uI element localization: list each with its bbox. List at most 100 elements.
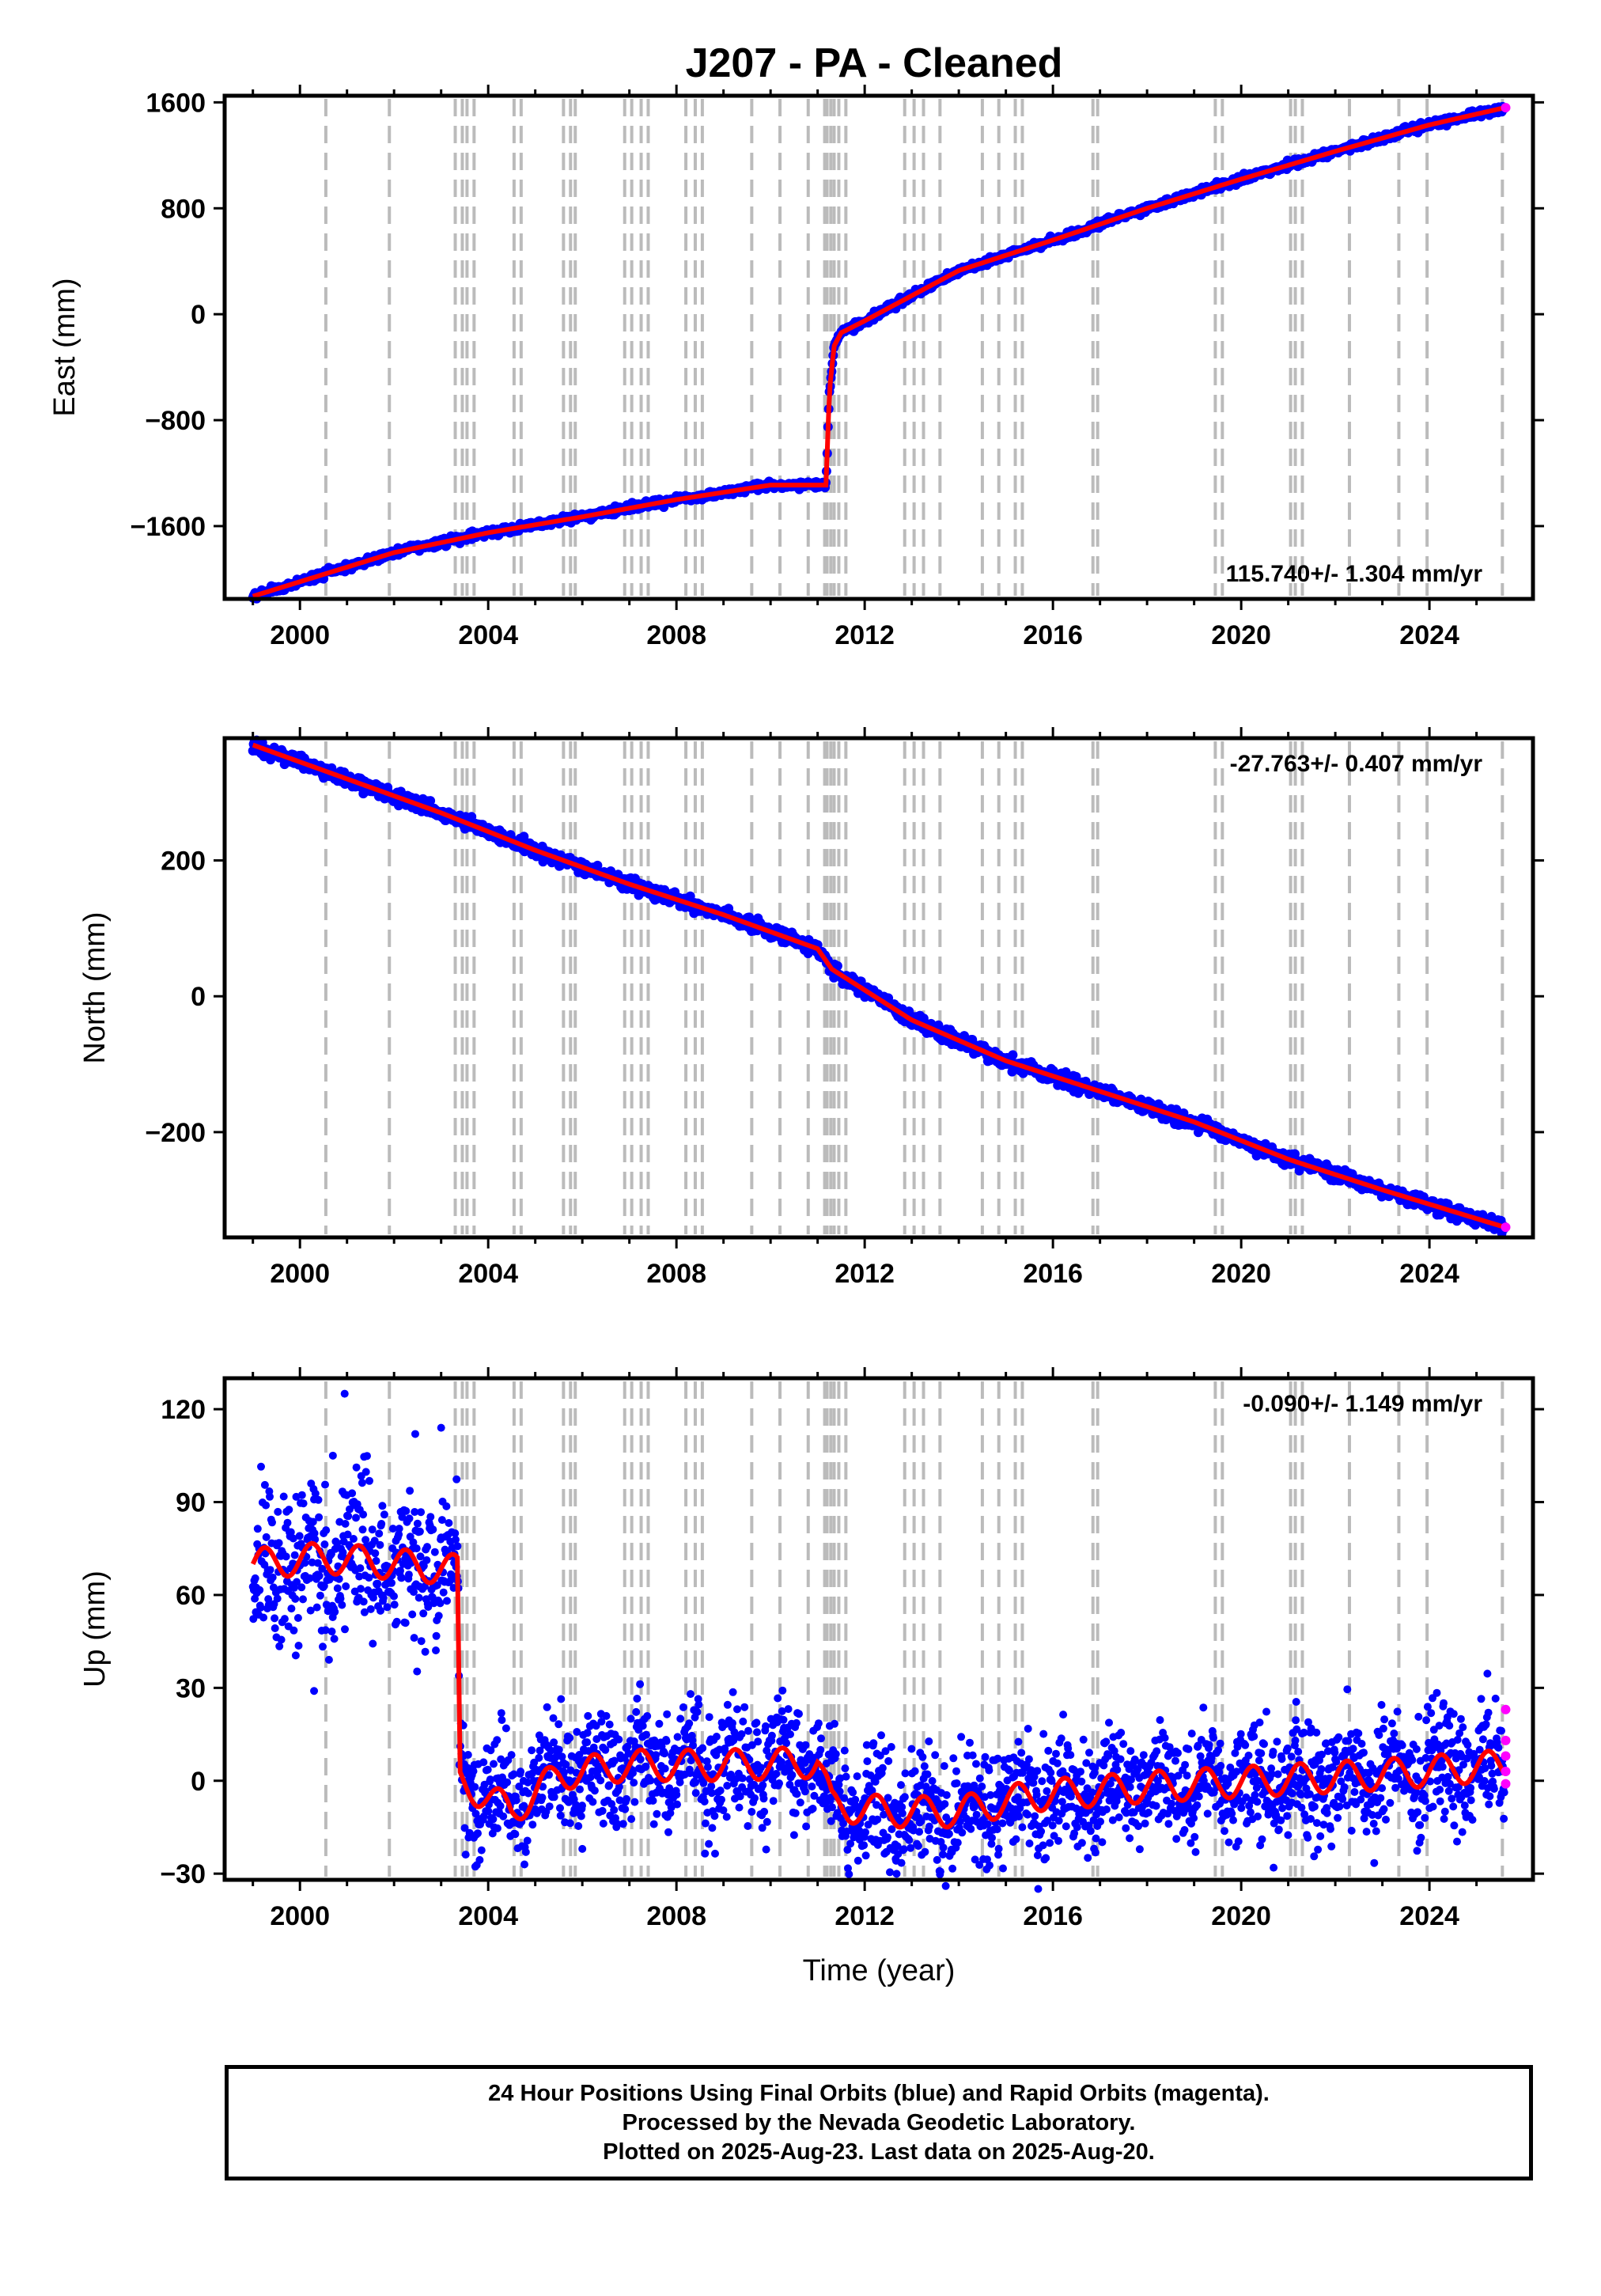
up-data-point xyxy=(652,1751,660,1760)
up-data-point xyxy=(577,1812,585,1821)
north-x-tick-label: 2024 xyxy=(1399,1259,1459,1289)
up-data-point xyxy=(623,1794,630,1803)
east-x-tick-label: 2004 xyxy=(458,620,518,650)
up-data-point xyxy=(429,1525,437,1534)
east-x-tick-label: 2016 xyxy=(1023,620,1083,650)
up-data-point xyxy=(578,1802,586,1810)
up-data-point xyxy=(511,1830,520,1839)
up-data-point xyxy=(253,1525,262,1533)
up-data-point xyxy=(452,1475,461,1483)
up-data-point xyxy=(538,1794,547,1802)
up-data-point xyxy=(439,1588,448,1597)
north-x-tick-label: 2004 xyxy=(458,1259,518,1289)
up-data-point xyxy=(410,1634,418,1642)
up-data-point xyxy=(474,1829,482,1838)
up-data-point xyxy=(703,1763,712,1771)
up-data-point xyxy=(762,1722,770,1730)
up-data-point xyxy=(695,1700,703,1709)
up-data-point xyxy=(672,1790,681,1799)
up-data-point xyxy=(352,1463,361,1472)
up-data-point xyxy=(338,1601,346,1609)
up-data-point xyxy=(405,1514,414,1523)
up-final-orbit-points xyxy=(248,1389,1508,1893)
east-model-line xyxy=(252,105,1505,599)
up-data-point xyxy=(642,1730,650,1739)
up-data-point xyxy=(442,1502,451,1510)
up-data-point xyxy=(662,1737,671,1745)
up-data-point xyxy=(853,1856,862,1865)
up-data-point xyxy=(490,1760,498,1768)
up-data-point xyxy=(763,1817,771,1826)
up-data-point xyxy=(707,1782,716,1790)
up-data-point xyxy=(359,1510,368,1519)
up-data-point xyxy=(808,1805,817,1813)
up-data-point xyxy=(744,1726,752,1735)
up-data-point xyxy=(545,1802,554,1811)
up-data-point xyxy=(432,1646,440,1654)
up-data-point xyxy=(566,1733,574,1742)
up-data-point xyxy=(341,1520,350,1528)
east-plot-frame xyxy=(222,93,1535,601)
north-x-tick-label: 2000 xyxy=(270,1259,330,1289)
up-data-point xyxy=(497,1709,505,1718)
up-data-point xyxy=(598,1806,607,1815)
up-data-point xyxy=(489,1815,498,1824)
up-data-point xyxy=(453,1542,462,1551)
up-data-point xyxy=(528,1746,536,1755)
up-data-point xyxy=(840,1746,849,1755)
up-data-point xyxy=(274,1507,282,1516)
up-data-point xyxy=(576,1785,584,1794)
east-rate-label: 115.740+/- 1.304 mm/yr xyxy=(1226,561,1483,587)
up-data-point xyxy=(621,1805,630,1813)
up-data-point xyxy=(316,1591,324,1600)
up-data-point xyxy=(869,1739,878,1748)
up-data-point xyxy=(685,1719,694,1728)
up-data-point xyxy=(297,1491,306,1499)
up-data-point xyxy=(251,1574,259,1582)
up-data-point xyxy=(380,1510,388,1519)
up-data-point xyxy=(496,1802,505,1810)
east-y-tick-label: −1600 xyxy=(131,512,206,542)
up-data-point xyxy=(501,1724,510,1733)
up-data-point xyxy=(523,1836,532,1845)
up-data-point xyxy=(788,1771,797,1779)
up-data-point xyxy=(693,1707,702,1716)
up-data-point xyxy=(464,1751,472,1759)
up-data-point xyxy=(330,1635,339,1643)
up-data-point xyxy=(630,1779,638,1787)
up-data-point xyxy=(800,1787,809,1796)
up-data-point xyxy=(324,1655,333,1664)
up-data-point xyxy=(361,1468,370,1476)
up-data-point xyxy=(649,1820,658,1828)
up-data-point xyxy=(358,1479,366,1487)
up-data-point xyxy=(853,1772,861,1781)
up-data-point xyxy=(679,1703,687,1711)
chart-title: J207 - PA - Cleaned xyxy=(686,40,1063,86)
up-data-point xyxy=(845,1870,853,1878)
up-data-point xyxy=(266,1492,274,1501)
up-data-point xyxy=(436,1599,445,1608)
up-data-point xyxy=(266,1566,274,1574)
up-data-point xyxy=(708,1824,717,1832)
up-data-point xyxy=(493,1736,501,1745)
up-data-point xyxy=(344,1512,353,1521)
up-data-point xyxy=(535,1753,543,1762)
up-data-point xyxy=(432,1631,441,1640)
up-data-point xyxy=(789,1831,798,1839)
up-data-point xyxy=(401,1619,410,1627)
up-data-point xyxy=(589,1798,597,1806)
up-data-point xyxy=(660,1764,669,1773)
up-data-point xyxy=(259,1613,268,1622)
up-data-point xyxy=(676,1778,684,1786)
up-data-point xyxy=(786,1730,794,1738)
east-final-orbit-points xyxy=(248,101,1509,604)
up-data-point xyxy=(817,1734,825,1743)
up-data-point xyxy=(759,1794,768,1803)
up-data-point xyxy=(861,1828,869,1836)
up-data-point xyxy=(722,1813,731,1821)
up-data-point xyxy=(417,1508,426,1517)
up-data-point xyxy=(413,1519,422,1528)
up-data-point xyxy=(779,1715,788,1724)
up-data-point xyxy=(322,1526,331,1535)
